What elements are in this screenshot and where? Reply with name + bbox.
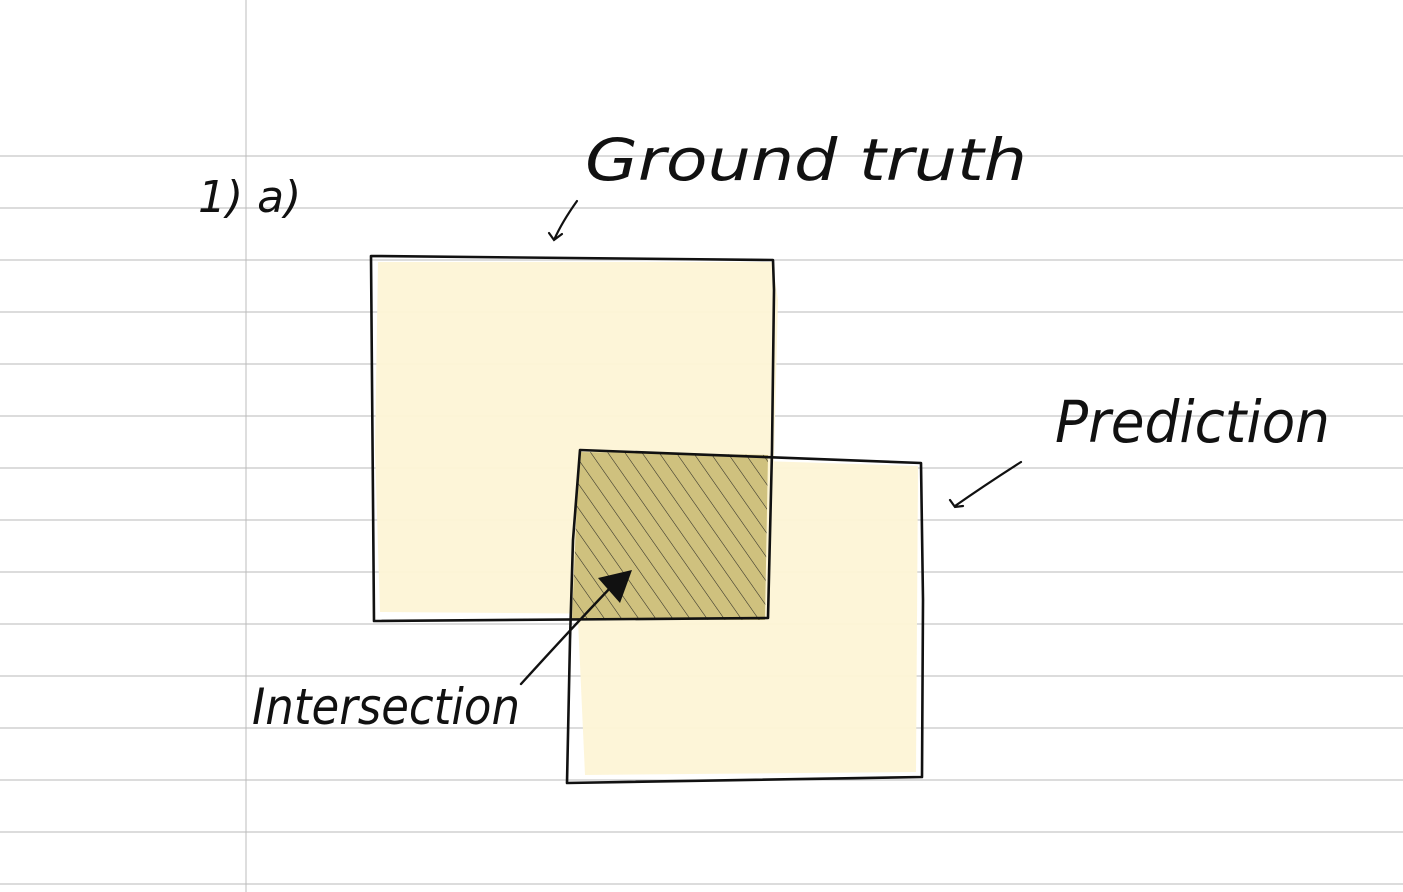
intersection-label: Intersection — [252, 678, 520, 736]
ground-truth-arrow — [547, 199, 579, 242]
ground-truth-label: Ground truth — [585, 126, 1027, 194]
prediction-label: Prediction — [1055, 388, 1330, 456]
ground-truth-box — [369, 254, 776, 623]
intersection-arrowhead — [598, 570, 632, 603]
intersection-arrow — [519, 584, 614, 686]
prediction-arrow — [948, 460, 1023, 509]
question-label: 1) a) — [198, 172, 301, 223]
prediction-box — [565, 448, 925, 785]
intersection-hatching — [572, 452, 768, 620]
